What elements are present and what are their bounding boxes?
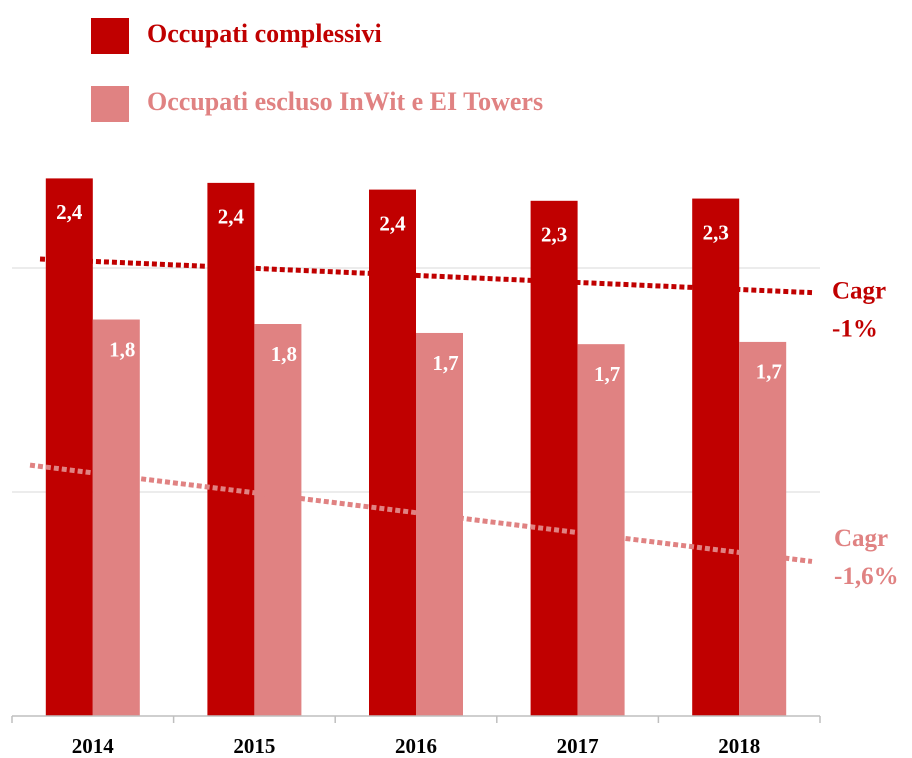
data-label: 1,7: [432, 351, 458, 375]
x-tick-label: 2016: [395, 734, 437, 758]
x-tick-label: 2017: [557, 734, 599, 758]
data-label: 2,4: [218, 205, 245, 229]
bar: [45, 178, 93, 716]
bar: [416, 332, 463, 716]
bar: [92, 319, 140, 716]
bar: [739, 341, 787, 716]
data-label: 2,3: [541, 223, 567, 247]
trend-label: -1%: [832, 315, 878, 342]
data-label: 2,4: [56, 200, 83, 224]
trend-label: Cagr: [834, 525, 888, 552]
bar: [369, 189, 416, 717]
bar: [692, 198, 740, 716]
trend-label: -1,6%: [834, 563, 899, 590]
bar: [577, 344, 625, 716]
trend-label: Cagr: [832, 277, 886, 304]
bar: [530, 200, 578, 717]
legend-label: Occupati complessivi: [147, 19, 382, 48]
bar: [207, 182, 255, 716]
x-tick-label: 2014: [72, 734, 115, 758]
data-label: 1,7: [756, 360, 782, 384]
legend-label: Occupati escluso InWit e EI Towers: [147, 87, 543, 116]
data-label: 1,8: [109, 337, 135, 361]
trend-line: [39, 256, 813, 296]
x-tick-label: 2018: [718, 734, 760, 758]
trend-line: [29, 462, 813, 564]
data-label: 2,3: [703, 220, 729, 244]
bar: [254, 324, 302, 716]
data-label: 1,7: [594, 362, 620, 386]
x-tick-label: 2015: [233, 734, 275, 758]
data-label: 1,8: [271, 342, 297, 366]
legend-swatch: [91, 18, 129, 54]
data-label: 2,4: [379, 211, 406, 235]
legend-swatch: [91, 86, 129, 122]
